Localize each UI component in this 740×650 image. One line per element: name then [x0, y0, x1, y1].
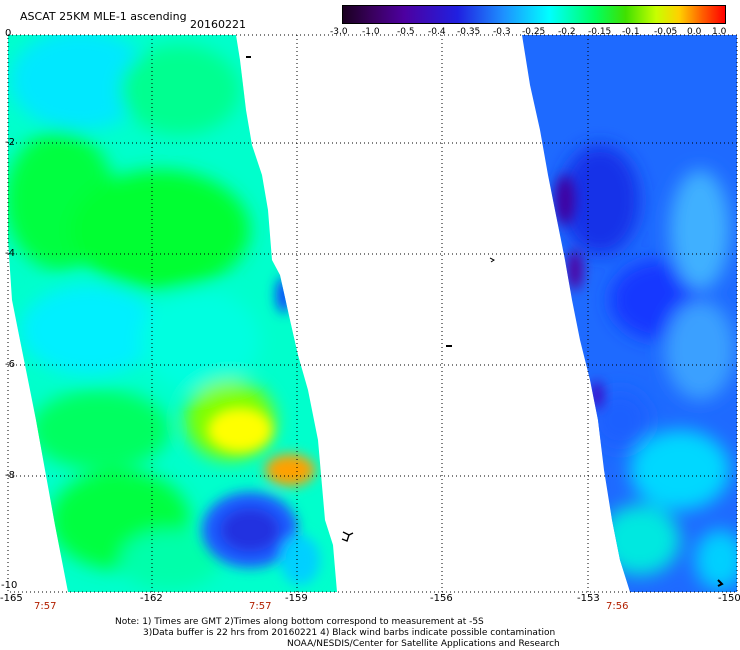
colorbar-tick: -0.35 — [457, 27, 481, 37]
colorbar-tick: -0.1 — [622, 27, 640, 37]
time-label: 7:57 — [34, 601, 57, 612]
wind-barb — [341, 531, 354, 542]
right-swath — [522, 35, 737, 592]
colorbar-tick: -0.15 — [588, 27, 612, 37]
lat-label: -8 — [5, 470, 15, 481]
colorbar-tick: -0.05 — [654, 27, 678, 37]
note-line: Note: 1) Times are GMT 2)Times along bot… — [115, 617, 484, 627]
lat-label: 0 — [5, 28, 12, 39]
wind-barb — [717, 579, 724, 587]
graticule — [8, 35, 737, 592]
lat-label: -2 — [5, 137, 15, 148]
colorbar-tick: -3.0 — [330, 27, 348, 37]
lon-label: -162 — [140, 593, 163, 604]
note-line: NOAA/NESDIS/Center for Satellite Applica… — [287, 639, 560, 649]
colorbar-tick: 0.0 — [687, 27, 702, 37]
note-line: 3)Data buffer is 22 hrs from 20160221 4)… — [143, 628, 556, 638]
map-frame — [7, 34, 738, 593]
lat-label: -6 — [5, 359, 15, 370]
wind-barb — [489, 257, 495, 263]
lat-label: -10 — [1, 580, 18, 591]
colorbar-tick: -1.0 — [362, 27, 380, 37]
colorbar-tick: -0.2 — [558, 27, 576, 37]
lon-label: -159 — [285, 593, 308, 604]
map-date: 20160221 — [190, 18, 246, 31]
colorbar — [342, 5, 726, 24]
lon-label: -165 — [0, 593, 23, 604]
left-swath — [8, 35, 337, 592]
colorbar-tick: -0.25 — [522, 27, 546, 37]
time-label: 7:57 — [249, 601, 272, 612]
map-title: ASCAT 25KM MLE-1 ascending — [20, 10, 187, 23]
lon-label: -156 — [430, 593, 453, 604]
lat-label: -4 — [5, 248, 15, 259]
colorbar-tick: -0.4 — [428, 27, 446, 37]
colorbar-tick: -0.5 — [397, 27, 415, 37]
lon-label: -150 — [718, 593, 740, 604]
colorbar-tick: 1.0 — [712, 27, 727, 37]
colorbar-tick: -0.3 — [493, 27, 511, 37]
time-label: 7:56 — [606, 601, 629, 612]
lon-label: -153 — [577, 593, 600, 604]
